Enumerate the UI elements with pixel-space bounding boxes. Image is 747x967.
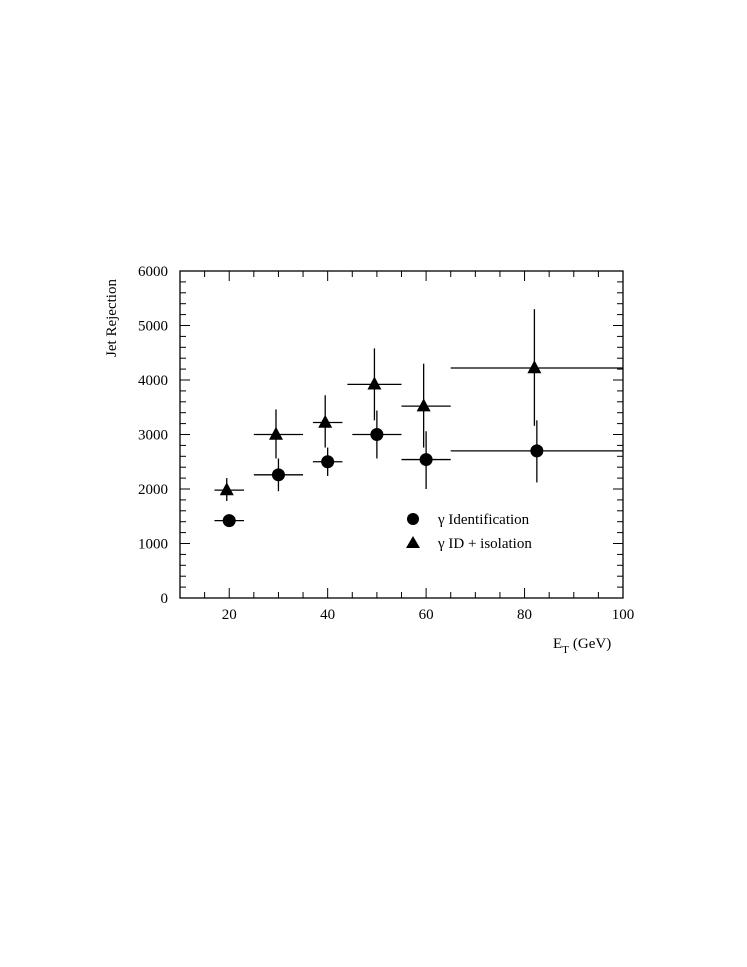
x-axis-title-sub: T xyxy=(562,644,569,656)
x-tick-label: 20 xyxy=(222,607,237,623)
data-point-triangle xyxy=(367,376,382,390)
x-axis-title-unit: (GeV) xyxy=(573,636,611,652)
y-tick-label: 1000 xyxy=(138,537,168,553)
y-tick-label: 2000 xyxy=(138,482,168,498)
legend-label-isolation: γ ID + isolation xyxy=(437,536,532,552)
series-identification xyxy=(214,410,623,528)
y-tick-label: 4000 xyxy=(138,373,168,389)
x-tick-label: 80 xyxy=(517,607,532,623)
y-axis-title: Jet Rejection xyxy=(104,279,120,357)
legend-label-identification: γ Identification xyxy=(437,512,530,528)
series-isolation xyxy=(214,309,623,501)
y-tick-label: 6000 xyxy=(138,264,168,280)
data-point-circle xyxy=(370,428,384,441)
x-tick-label: 60 xyxy=(419,607,434,623)
legend: γ Identification γ ID + isolation xyxy=(406,512,532,552)
y-tick-label: 5000 xyxy=(138,319,168,335)
y-tick-label: 0 xyxy=(161,591,169,607)
data-point-circle xyxy=(530,444,544,458)
x-axis-title-main: E xyxy=(553,636,562,652)
legend-marker-circle xyxy=(407,513,419,525)
legend-marker-triangle xyxy=(406,536,420,548)
data-point-circle xyxy=(222,514,236,528)
x-tick-label: 100 xyxy=(612,607,635,623)
x-tick-label: 40 xyxy=(320,607,335,623)
data-point-triangle xyxy=(219,482,234,496)
data-point-circle xyxy=(271,468,285,482)
y-tick-label: 3000 xyxy=(138,428,168,444)
axis-ticks xyxy=(180,271,623,598)
data-point-triangle xyxy=(318,414,333,428)
data-point-triangle xyxy=(268,426,283,440)
data-point-triangle xyxy=(527,360,542,374)
x-axis-title: ET (GeV) xyxy=(553,636,611,656)
data-marks xyxy=(214,309,623,528)
data-point-circle xyxy=(419,453,433,467)
data-point-triangle xyxy=(416,398,431,412)
data-point-circle xyxy=(321,455,335,469)
